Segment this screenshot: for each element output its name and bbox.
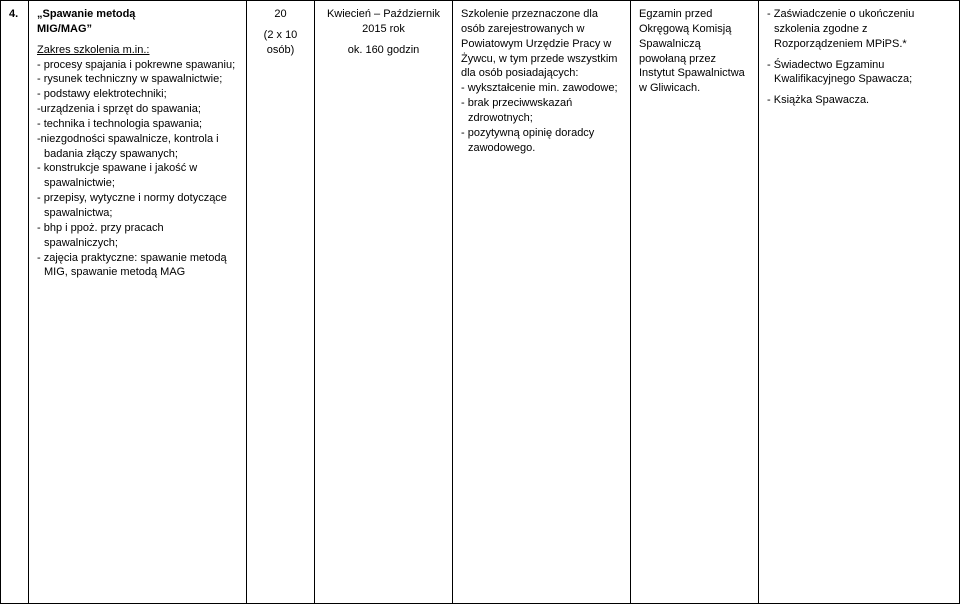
group-size: (2 x 10 osób) [255, 28, 306, 58]
list-item: wykształcenie min. zawodowe; [461, 81, 622, 96]
list-item: Zaświadczenie o ukończeniu szkolenia zgo… [767, 7, 951, 52]
description-cell: Spawanie metodąMIG/MAG Zakres szkolenia … [29, 1, 247, 603]
list-item: technika i technologia spawania; [37, 117, 238, 132]
list-item: Świadectwo Egzaminu Kwalifikacyjnego Spa… [767, 58, 951, 88]
scope-list: procesy spajania i pokrewne spawaniu; ry… [37, 58, 238, 281]
period-cell: Kwiecień – Październik 2015 rok ok. 160 … [315, 1, 453, 603]
list-item: Książka Spawacza. [767, 93, 951, 108]
exam-cell: Egzamin przed Okręgową Komisją Spawalnic… [631, 1, 759, 603]
list-item: podstawy elektrotechniki; [37, 87, 238, 102]
cert-cell: Zaświadczenie o ukończeniu szkolenia zgo… [759, 1, 960, 603]
scope-heading: Zakres szkolenia m.in.: [37, 43, 238, 58]
row-number-cell: 4. [1, 1, 29, 603]
list-item: brak przeciwwskazań zdrowotnych; [461, 96, 622, 126]
list-item: zajęcia praktyczne: spawanie metodą MIG,… [37, 251, 238, 281]
course-title: Spawanie metodąMIG/MAG [37, 7, 238, 37]
exam-text: Egzamin przed Okręgową Komisją Spawalnic… [639, 7, 750, 96]
period-months: Kwiecień – Październik [323, 7, 444, 22]
row-number: 4. [9, 8, 18, 20]
list-item: bhp i ppoż. przy pracach spawalniczych; [37, 221, 238, 251]
list-item: rysunek techniczny w spawalnictwie; [37, 72, 238, 87]
period-year: 2015 rok [323, 22, 444, 37]
list-item: procesy spajania i pokrewne spawaniu; [37, 58, 238, 73]
list-item: -niezgodności spawalnicze, kontrola i ba… [37, 132, 238, 162]
target-intro: Szkolenie przeznaczone dla osób zarejest… [461, 7, 622, 81]
training-row: 4. Spawanie metodąMIG/MAG Zakres szkolen… [0, 0, 960, 604]
participant-count: 20 [255, 7, 306, 22]
list-item: pozytywną opinię doradcy zawodowego. [461, 126, 622, 156]
list-item: konstrukcje spawane i jakość w spawalnic… [37, 161, 238, 191]
quantity-cell: 20 (2 x 10 osób) [247, 1, 315, 603]
cert-list: Zaświadczenie o ukończeniu szkolenia zgo… [767, 7, 951, 52]
list-item: przepisy, wytyczne i normy dotyczące spa… [37, 191, 238, 221]
period-hours: ok. 160 godzin [323, 43, 444, 58]
target-list: wykształcenie min. zawodowe; brak przeci… [461, 81, 622, 155]
target-cell: Szkolenie przeznaczone dla osób zarejest… [453, 1, 631, 603]
list-item: -urządzenia i sprzęt do spawania; [37, 102, 238, 117]
